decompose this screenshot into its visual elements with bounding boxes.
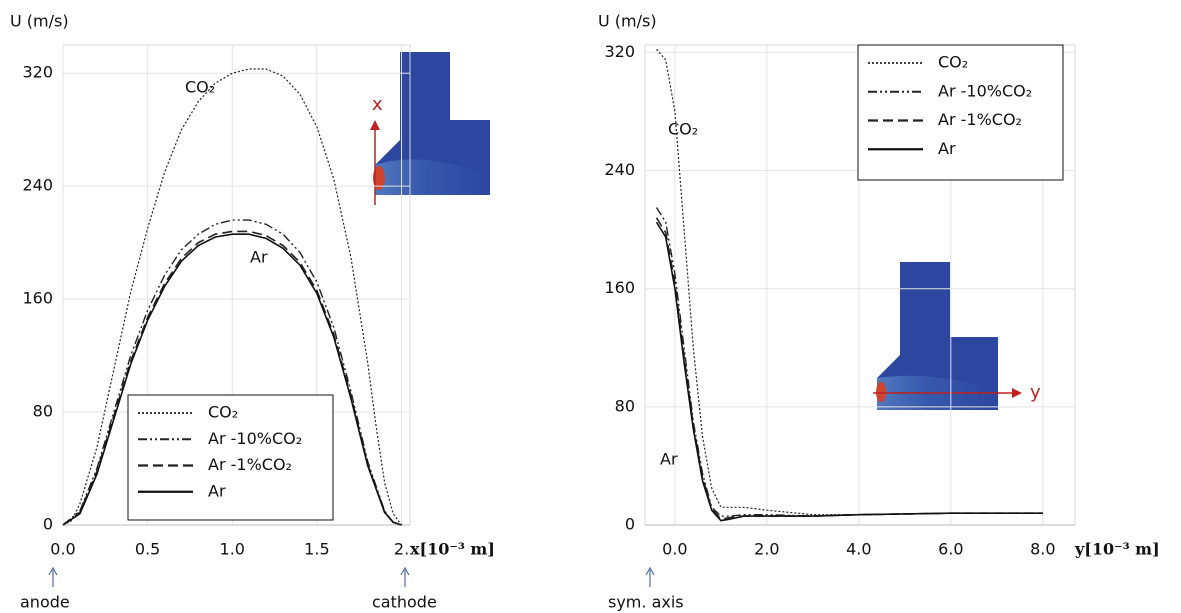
annotation: anode [20, 593, 70, 612]
x-tick-label: 0.0 [662, 540, 687, 559]
chart: 0 80 160 240 320 0.0 0.5 1.0 1.5 2. U (m/s) x[10⁻³ … [10, 12, 495, 612]
y-tick-label: 80 [615, 396, 635, 415]
legend-box [127, 394, 334, 521]
series-line [62, 233, 402, 526]
annotation: sym. axis [608, 593, 684, 612]
y-tick-label: 240 [22, 176, 53, 195]
annotation: Ar [660, 450, 678, 469]
x-tick-label: 1.5 [304, 540, 329, 559]
y-tick-label: 240 [604, 160, 635, 179]
y-tick-label: 320 [604, 42, 635, 61]
legend-box [857, 44, 1064, 181]
y-axis-label: U (m/s) [10, 12, 69, 31]
x-tick-label: 4.0 [846, 540, 871, 559]
y-tick-label: 0 [43, 515, 53, 534]
pointer-arrowhead [400, 566, 410, 576]
inset-axis-label: x [372, 94, 383, 115]
legend-label: CO₂ [938, 53, 968, 72]
y-axis-label: U (m/s) [598, 12, 657, 31]
pointer-arrowhead [48, 566, 58, 576]
annotation: CO₂ [185, 78, 215, 97]
inset-left [370, 52, 490, 205]
legend-label: Ar -10%CO₂ [938, 81, 1032, 100]
x-tick-label: 8.0 [1030, 540, 1055, 559]
x-tick-label: 0.5 [135, 540, 160, 559]
series-line [655, 221, 1043, 522]
y-tick-label: 160 [604, 278, 635, 297]
y-tick-label: 320 [22, 63, 53, 82]
legend-label: Ar -1%CO₂ [938, 110, 1022, 129]
annotation: cathode [372, 593, 437, 612]
x-tick-label: 2.0 [754, 540, 779, 559]
series-line [62, 68, 402, 526]
annotation: Ar [250, 248, 268, 267]
inset-right [873, 262, 1022, 410]
y-tick-label: 0 [625, 515, 635, 534]
x-tick-label: 2. [394, 540, 409, 559]
series-line [62, 219, 402, 526]
x-tick-label: 1.0 [220, 540, 245, 559]
x-axis-label: x[10⁻³ m] [410, 540, 495, 559]
legend-label: Ar [938, 139, 956, 158]
y-tick-label: 80 [33, 402, 53, 421]
legend-label: Ar -10%CO₂ [208, 429, 302, 448]
series-line [62, 230, 402, 526]
legend-label: Ar [208, 481, 226, 500]
x-tick-label: 6.0 [938, 540, 963, 559]
legend-label: CO₂ [208, 403, 238, 422]
x-axis-label: y[10⁻³ m] [1074, 540, 1160, 559]
legend-label: Ar -1%CO₂ [208, 455, 292, 474]
pointer-arrowhead [645, 566, 655, 576]
y-tick-label: 160 [22, 289, 53, 308]
inset-axis-label: y [1030, 382, 1041, 403]
x-tick-label: 0.0 [50, 540, 75, 559]
chart: 0 80 160 240 320 0.0 2.0 4.0 6.0 8.0 U (m/s) y[10⁻³… [598, 12, 1160, 612]
annotation: CO₂ [668, 120, 698, 139]
